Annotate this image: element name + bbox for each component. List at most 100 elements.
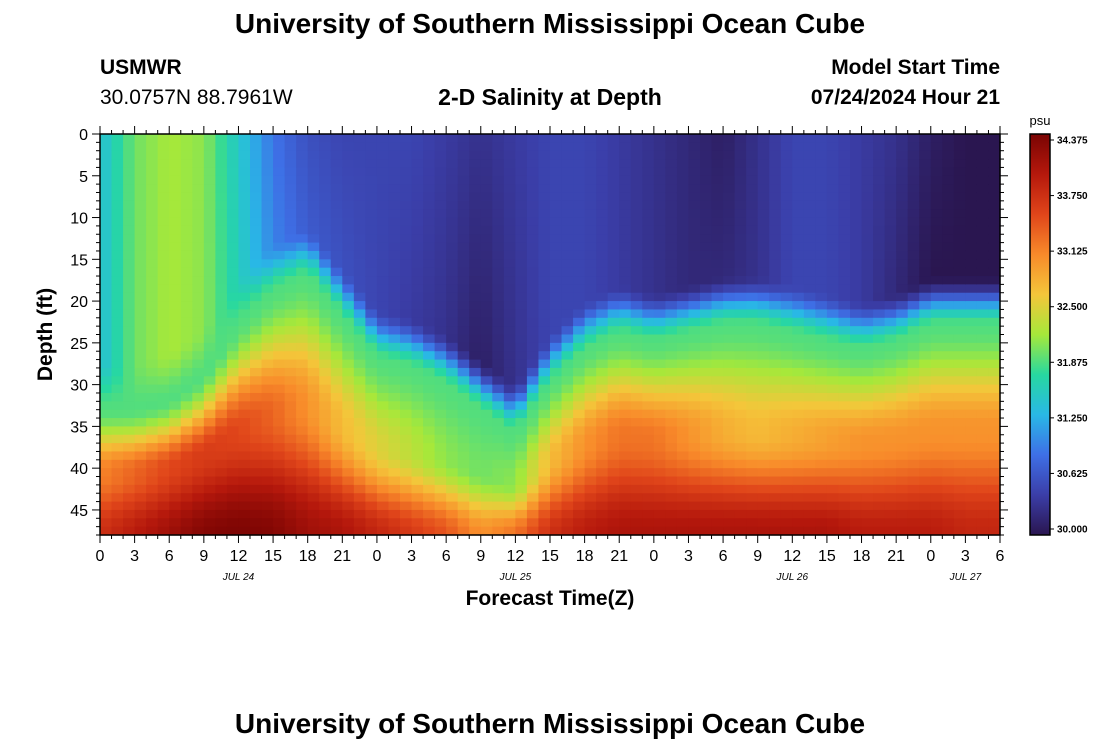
heatmap-cell (538, 134, 551, 143)
heatmap-cell (134, 317, 147, 327)
heatmap-cell (261, 217, 274, 227)
heatmap-cell (688, 200, 701, 210)
heatmap-cell (330, 309, 343, 319)
heatmap-cell (780, 284, 793, 294)
heatmap-cell (192, 134, 205, 143)
heatmap-cell (330, 443, 343, 453)
heatmap-cell (203, 509, 216, 519)
heatmap-cell (388, 434, 401, 444)
heatmap-cell (561, 284, 574, 294)
heatmap-cell (953, 326, 966, 336)
heatmap-cell (169, 509, 182, 519)
heatmap-cell (226, 326, 240, 336)
heatmap-cell (100, 317, 113, 327)
heatmap-cell (919, 276, 932, 285)
heatmap-cell (642, 142, 655, 152)
heatmap-cell (492, 326, 505, 336)
heatmap-cell (976, 242, 990, 252)
heatmap-cell (250, 200, 263, 210)
heatmap-cell (723, 292, 736, 302)
heatmap-cell (653, 150, 666, 160)
heatmap-cell (700, 426, 713, 436)
heatmap-cell (146, 150, 159, 160)
heatmap-cell (446, 418, 459, 427)
heatmap-cell (757, 134, 770, 143)
heatmap-cell (723, 134, 736, 143)
heatmap-cell (573, 493, 586, 503)
heatmap-cell (676, 484, 690, 494)
heatmap-cell (480, 392, 493, 402)
heatmap-cell (850, 384, 863, 394)
heatmap-cell (746, 384, 759, 394)
heatmap-cell (723, 301, 736, 311)
heatmap-cell (538, 284, 551, 294)
heatmap-cell (884, 267, 897, 277)
heatmap-cell (226, 384, 240, 394)
heatmap-cell (688, 326, 701, 336)
heatmap-cell (503, 217, 516, 227)
x-axis-title: Forecast Time(Z) (466, 587, 635, 610)
heatmap-cell (261, 292, 274, 302)
heatmap-cell (365, 384, 378, 394)
heatmap-cell (942, 217, 955, 227)
heatmap-cell (861, 267, 874, 277)
heatmap-cell (884, 242, 897, 252)
heatmap-cell (353, 351, 366, 361)
heatmap-cell (307, 493, 320, 503)
heatmap-cell (953, 167, 966, 177)
heatmap-cell (434, 418, 447, 427)
heatmap-cell (965, 284, 978, 294)
heatmap-cell (423, 134, 436, 143)
heatmap-cell (711, 443, 724, 453)
heatmap-cell (676, 267, 690, 277)
heatmap-cell (376, 317, 390, 327)
heatmap-cell (157, 384, 170, 394)
heatmap-cell (469, 359, 482, 369)
heatmap-cell (446, 334, 459, 344)
heatmap-cell (769, 443, 782, 453)
heatmap-cell (550, 468, 563, 478)
heatmap-cell (353, 443, 366, 453)
heatmap-cell (330, 234, 343, 244)
heatmap-cell (100, 384, 113, 394)
heatmap-cell (100, 509, 113, 519)
x-tick-label: 18 (853, 548, 871, 565)
heatmap-cell (803, 426, 816, 436)
heatmap-cell (134, 426, 147, 436)
heatmap-cell (296, 434, 309, 444)
heatmap-cell (192, 443, 205, 453)
heatmap-cell (665, 434, 678, 444)
heatmap-cell (919, 150, 932, 160)
heatmap-cell (607, 501, 620, 511)
heatmap-cell (976, 509, 990, 519)
heatmap-cell (746, 468, 759, 478)
heatmap-cell (169, 326, 182, 336)
heatmap-cell (596, 134, 609, 143)
colorbar-tick-label: 32.500 (1057, 302, 1088, 313)
heatmap-cell (746, 134, 759, 143)
heatmap-cell (192, 242, 205, 252)
colorbar-tick-label: 31.250 (1057, 413, 1088, 424)
y-tick-label: 40 (70, 461, 88, 478)
heatmap-cell (261, 392, 274, 402)
heatmap-cell (446, 159, 459, 169)
heatmap-cell (250, 434, 263, 444)
heatmap-cell (907, 200, 920, 210)
heatmap-cell (376, 443, 390, 453)
heatmap-cell (515, 459, 528, 469)
heatmap-cell (584, 276, 597, 285)
heatmap-cell (284, 209, 297, 219)
heatmap-cell (792, 409, 805, 419)
heatmap-cell (423, 192, 436, 202)
heatmap-cell (711, 484, 724, 494)
heatmap-cell (630, 184, 643, 194)
heatmap-cell (584, 150, 597, 160)
heatmap-cell (838, 267, 851, 277)
heatmap-cell (746, 334, 759, 344)
heatmap-cell (561, 309, 574, 319)
heatmap-cell (284, 217, 297, 227)
heatmap-cell (896, 376, 909, 386)
heatmap-cell (711, 434, 724, 444)
heatmap-cell (884, 167, 897, 177)
heatmap-cell (803, 409, 816, 419)
